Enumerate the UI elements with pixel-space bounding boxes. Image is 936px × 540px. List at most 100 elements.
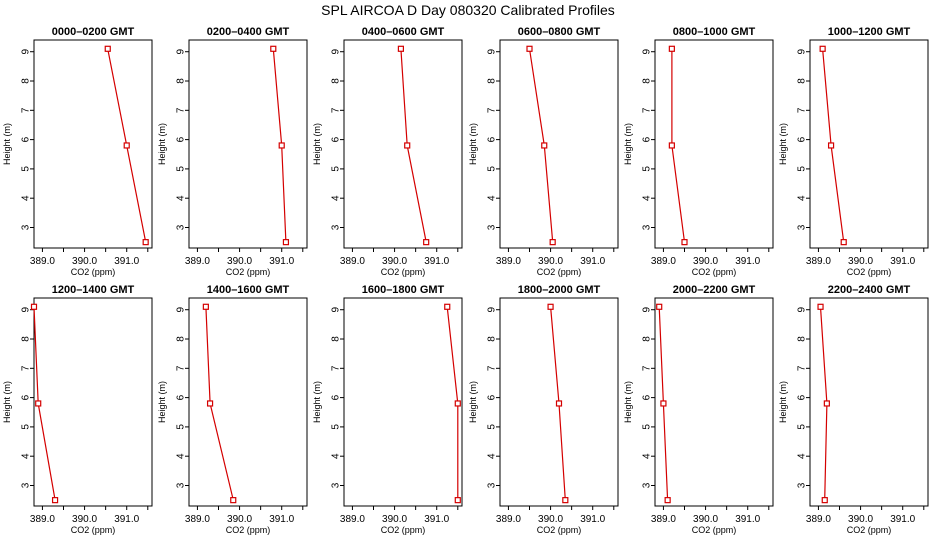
data-point	[664, 497, 671, 504]
x-tick-label: 390.0	[382, 256, 407, 267]
x-tick-label: 390.0	[538, 514, 563, 525]
y-tick-label: 8	[797, 336, 808, 342]
x-axis-label: CO2 (ppm)	[381, 267, 426, 277]
y-axis-label: Height (m)	[623, 123, 633, 165]
y-tick-label: 7	[642, 365, 653, 371]
panel-title: 1000–1200 GMT	[828, 26, 911, 38]
x-tick-label: 391.0	[580, 514, 605, 525]
y-tick-label: 9	[176, 306, 187, 312]
data-point	[840, 239, 847, 246]
plot-frame	[343, 297, 463, 507]
panel-8: 1600–1800 GMT 389.0 390.0 391.0 3 4 5 6 7 8 9 CO2 (…	[312, 284, 463, 535]
y-tick-label: 5	[642, 166, 653, 172]
y-axis-label: Height (m)	[778, 381, 788, 423]
y-tick-label: 6	[487, 394, 498, 400]
x-tick-label: 390.0	[848, 514, 873, 525]
panel-title: 1400–1600 GMT	[207, 284, 290, 296]
y-tick-label: 7	[642, 107, 653, 113]
y-tick-label: 6	[331, 136, 342, 142]
data-point	[681, 239, 688, 246]
data-point	[270, 45, 277, 52]
data-point	[660, 400, 667, 407]
y-tick-label: 6	[797, 136, 808, 142]
y-tick-label: 8	[797, 78, 808, 84]
y-tick-label: 6	[21, 394, 32, 400]
x-tick-label: 391.0	[424, 256, 449, 267]
data-point	[282, 239, 290, 246]
y-tick-label: 7	[176, 365, 187, 371]
x-axis-label: CO2 (ppm)	[537, 267, 582, 277]
y-tick-label: 8	[487, 78, 498, 84]
y-axis-label: Height (m)	[2, 123, 12, 165]
y-tick-label: 4	[797, 453, 808, 459]
x-tick-label: 391.0	[580, 256, 605, 267]
x-axis-label: CO2 (ppm)	[847, 267, 892, 277]
y-tick-label: 5	[487, 166, 498, 172]
y-axis-label: Height (m)	[157, 381, 167, 423]
y-tick-label: 4	[21, 195, 32, 201]
x-tick-label: 391.0	[114, 256, 139, 267]
y-tick-label: 6	[176, 394, 187, 400]
data-point	[547, 303, 554, 310]
y-tick-label: 8	[487, 336, 498, 342]
y-tick-label: 7	[797, 107, 808, 113]
data-point	[51, 497, 59, 504]
y-tick-label: 6	[331, 394, 342, 400]
y-tick-label: 9	[21, 306, 32, 312]
x-tick-label: 389.0	[651, 256, 676, 267]
y-tick-label: 8	[21, 336, 32, 342]
y-tick-label: 3	[487, 224, 498, 230]
x-tick-label: 390.0	[72, 514, 97, 525]
x-tick-label: 391.0	[114, 514, 139, 525]
y-tick-label: 5	[331, 424, 342, 430]
x-tick-label: 389.0	[651, 514, 676, 525]
y-tick-label: 6	[642, 136, 653, 142]
x-tick-label: 390.0	[848, 256, 873, 267]
y-tick-label: 7	[176, 107, 187, 113]
panel-5: 1000–1200 GMT 389.0 390.0 391.0 3 4 5 6 7 8 9 CO2 (…	[778, 26, 929, 277]
x-tick-label: 389.0	[340, 514, 365, 525]
y-tick-label: 3	[21, 224, 32, 230]
plot-frame	[33, 39, 153, 249]
main-title: SPL AIRCOA D Day 080320 Calibrated Profi…	[321, 2, 615, 18]
plot-frame	[654, 297, 774, 507]
x-tick-label: 391.0	[424, 514, 449, 525]
x-tick-label: 390.0	[538, 256, 563, 267]
y-tick-label: 9	[642, 306, 653, 312]
x-tick-label: 389.0	[185, 256, 210, 267]
x-tick-label: 391.0	[735, 514, 760, 525]
y-tick-label: 5	[642, 424, 653, 430]
y-tick-label: 8	[176, 336, 187, 342]
x-axis-label: CO2 (ppm)	[692, 267, 737, 277]
plot-frame	[343, 39, 463, 249]
panel-title: 2200–2400 GMT	[828, 284, 911, 296]
y-tick-label: 4	[487, 195, 498, 201]
data-point	[404, 142, 411, 149]
panel-title: 0200–0400 GMT	[207, 26, 290, 38]
y-tick-label: 4	[797, 195, 808, 201]
y-tick-label: 3	[797, 224, 808, 230]
panel-4: 0800–1000 GMT 389.0 390.0 391.0 3 4 5 6 7 8 9 CO2 (…	[623, 26, 774, 277]
y-tick-label: 5	[797, 166, 808, 172]
x-tick-label: 391.0	[735, 256, 760, 267]
y-tick-label: 7	[21, 107, 32, 113]
y-tick-label: 5	[21, 424, 32, 430]
data-point	[202, 303, 209, 310]
x-tick-label: 389.0	[806, 256, 831, 267]
data-point	[541, 142, 548, 149]
y-tick-label: 4	[642, 453, 653, 459]
data-point	[142, 239, 149, 246]
y-tick-label: 9	[331, 48, 342, 54]
panel-title: 0600–0800 GMT	[518, 26, 601, 38]
x-tick-label: 390.0	[693, 514, 718, 525]
panel-0: 0000–0200 GMT 389.0 390.0 391.0 3 4 5 6 7 8 9 CO2 (…	[2, 26, 153, 277]
y-tick-label: 8	[331, 78, 342, 84]
data-point	[454, 497, 461, 504]
y-tick-label: 7	[487, 365, 498, 371]
x-tick-label: 391.0	[890, 514, 915, 525]
x-tick-label: 389.0	[496, 256, 521, 267]
x-tick-label: 390.0	[382, 514, 407, 525]
data-point	[549, 239, 556, 246]
y-tick-label: 8	[21, 78, 32, 84]
